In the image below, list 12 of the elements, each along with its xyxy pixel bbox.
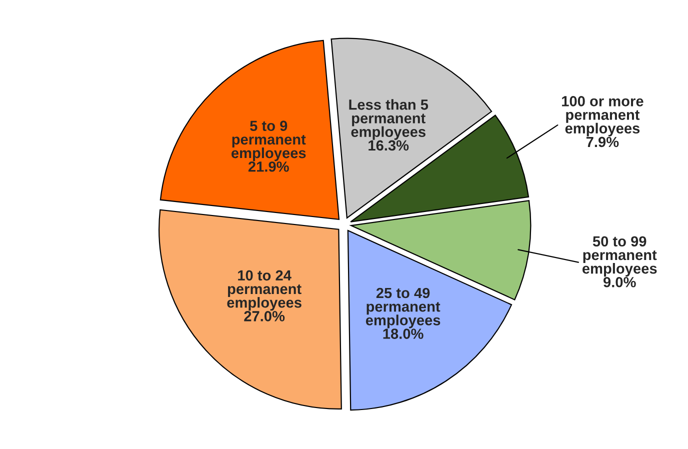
data-label: 16.3%: [368, 140, 409, 151]
slice-label: 5 to 9 permanent employees: [232, 120, 306, 162]
data-label: 7.9%: [586, 136, 619, 148]
slice-label: 25 to 49 permanent employees: [366, 288, 440, 328]
slice-label: 100 or more permanent employees: [562, 96, 644, 136]
data-label: 18.0%: [383, 328, 424, 339]
data-label: 9.0%: [604, 276, 636, 288]
slice-label: 10 to 24 permanent employees: [227, 270, 302, 311]
data-label: 21.9%: [248, 161, 289, 172]
data-label: 27.0%: [244, 311, 285, 322]
slice-label: 50 to 99 permanent employees: [582, 236, 657, 277]
slice-label: Less than 5 permanent employees: [349, 99, 428, 140]
